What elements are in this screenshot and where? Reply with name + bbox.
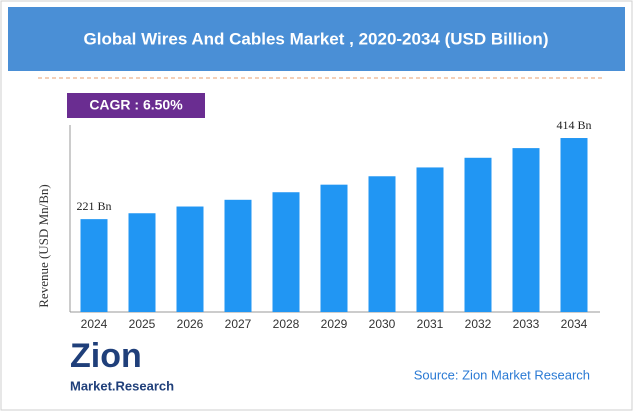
bar [560, 138, 588, 312]
bar [464, 157, 492, 312]
x-tick-label: 2030 [369, 317, 396, 331]
x-tick-label: 2029 [321, 317, 348, 331]
x-tick-label: 2025 [129, 317, 156, 331]
bar [320, 184, 348, 312]
header-band [8, 7, 625, 71]
bar [176, 206, 204, 312]
logo-name: Zion [70, 337, 142, 375]
x-tick-label: 2024 [81, 317, 108, 331]
x-tick-label: 2032 [465, 317, 492, 331]
source: Source: Zion Market Research [414, 367, 590, 382]
chart-title: Global Wires And Cables Market , 2020-20… [84, 29, 549, 48]
x-tick-label: 2027 [225, 317, 252, 331]
x-tick-label: 2031 [417, 317, 444, 331]
x-tick-label: 2026 [177, 317, 204, 331]
value-label: 414 Bn [556, 118, 591, 132]
bar [416, 167, 444, 312]
bar [512, 148, 540, 312]
bar [368, 176, 396, 312]
cagr-label: CAGR : 6.50% [89, 97, 183, 113]
bar [272, 192, 300, 312]
x-tick-label: 2028 [273, 317, 300, 331]
cagr-box [67, 93, 205, 118]
x-tick-label: 2034 [561, 317, 588, 331]
value-label: 221 Bn [76, 199, 111, 213]
bar [128, 213, 156, 312]
bar [224, 199, 252, 312]
logo-tagline: Market.Research [70, 378, 174, 393]
y-axis-label: Revenue (USD Mn/Bn) [36, 184, 51, 308]
bar [80, 219, 108, 312]
x-tick-label: 2033 [513, 317, 540, 331]
